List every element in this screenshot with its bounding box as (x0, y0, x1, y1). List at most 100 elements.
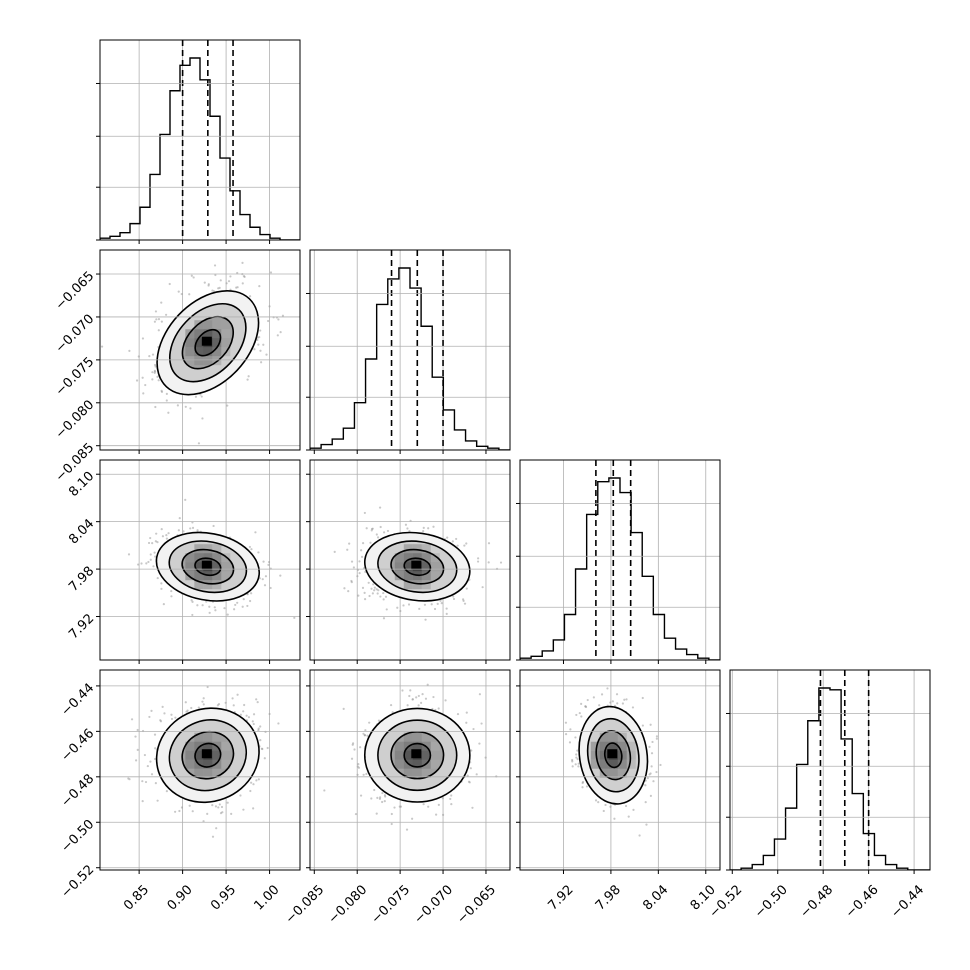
scatter-point (149, 536, 152, 540)
density-cell (608, 732, 618, 742)
panel-2-2 (516, 459, 721, 664)
xtick-label-2-2: 7.98 (593, 882, 624, 913)
scatter-point (266, 746, 269, 750)
scatter-point (246, 378, 249, 381)
scatter-point (236, 693, 239, 696)
scatter-point (368, 721, 371, 724)
scatter-point (293, 616, 296, 619)
ytick-label-3-4: −0.44 (59, 681, 98, 720)
density-cell (394, 562, 404, 572)
density-cell (394, 553, 404, 563)
scatter-point (356, 575, 359, 578)
contour-1 (586, 717, 640, 793)
scatter-point (471, 806, 474, 809)
scatter-point (648, 745, 651, 749)
density-cell (194, 750, 204, 760)
scatter-point (148, 715, 151, 719)
scatter-point (383, 800, 386, 803)
panel-content-2-0 (127, 498, 296, 619)
scatter-point (445, 607, 448, 610)
scatter-point (585, 785, 589, 788)
scatter-point (632, 808, 635, 811)
scatter-point (267, 560, 271, 564)
density-cell (221, 571, 231, 581)
density-cell (412, 732, 422, 742)
density-cell (194, 571, 204, 581)
density-cell (403, 768, 413, 778)
panel-content-2-1 (333, 506, 510, 621)
density-cell (212, 329, 222, 339)
scatter-point (160, 582, 163, 585)
scatter-point (478, 742, 481, 745)
scatter-point (383, 794, 387, 797)
xtick-label-1-2: −0.075 (369, 882, 414, 927)
scatter-point (386, 529, 390, 533)
contour-3 (194, 328, 222, 357)
scatter-point (382, 598, 385, 601)
scatter-point (357, 766, 361, 769)
density-cell (194, 347, 204, 357)
scatter-point (470, 749, 473, 752)
scatter-point (188, 804, 191, 807)
scatter-point (268, 712, 271, 716)
scatter-point (281, 314, 285, 317)
density-cell (403, 562, 413, 572)
scatter-point (149, 553, 152, 556)
scatter-point (641, 724, 644, 727)
scatter-point (571, 765, 574, 768)
density-cell (599, 741, 609, 751)
panel-frame-0-0 (99, 39, 301, 241)
scatter-point (148, 355, 151, 358)
scatter-point (257, 551, 260, 554)
scatter-point (134, 735, 137, 738)
scatter-point (456, 544, 459, 547)
scatter-point (144, 383, 147, 387)
scatter-point (251, 720, 254, 723)
scatter-point (149, 558, 152, 561)
scatter-point (594, 799, 598, 802)
scatter-point (184, 701, 187, 704)
density-cell (412, 759, 422, 769)
scatter-point (402, 604, 405, 607)
scatter-point (256, 338, 259, 342)
scatter-point (375, 588, 378, 591)
scatter-point (154, 365, 157, 368)
scatter-point (581, 780, 585, 784)
scatter-point (609, 805, 612, 808)
scatter-point (581, 786, 584, 789)
density-cell (421, 562, 431, 572)
scatter-point (467, 780, 471, 783)
scatter-point (362, 732, 365, 735)
scatter-point (377, 719, 381, 722)
panel-frame-2-1 (309, 459, 511, 661)
scatter-point (264, 575, 268, 578)
scatter-point (232, 704, 235, 707)
panel-3-1: −0.085−0.080−0.075−0.070−0.065 (283, 669, 511, 927)
scatter-point (469, 767, 472, 770)
scatter-point (153, 757, 157, 761)
density-cell (403, 544, 413, 554)
scatter-point (390, 822, 393, 826)
scatter-point (174, 716, 177, 719)
scatter-point (130, 718, 134, 721)
scatter-point (249, 789, 252, 793)
scatter-point (598, 704, 601, 707)
contour-3 (603, 742, 623, 769)
scatter-point (265, 353, 268, 356)
scatter-point (408, 694, 411, 698)
scatter-point (465, 542, 468, 545)
scatter-point (597, 801, 600, 804)
scatter-point (256, 701, 259, 704)
scatter-point (165, 790, 168, 793)
scatter-point (180, 806, 184, 809)
scatter-point (368, 594, 371, 598)
scatter-point (384, 595, 388, 598)
scatter-point (333, 550, 336, 554)
scatter-point (651, 740, 654, 744)
contour-0 (363, 531, 471, 602)
scatter-point (463, 544, 466, 547)
density-cell (194, 580, 204, 590)
scatter-point (577, 765, 580, 768)
density-cell (221, 338, 231, 348)
scatter-point (621, 702, 625, 705)
